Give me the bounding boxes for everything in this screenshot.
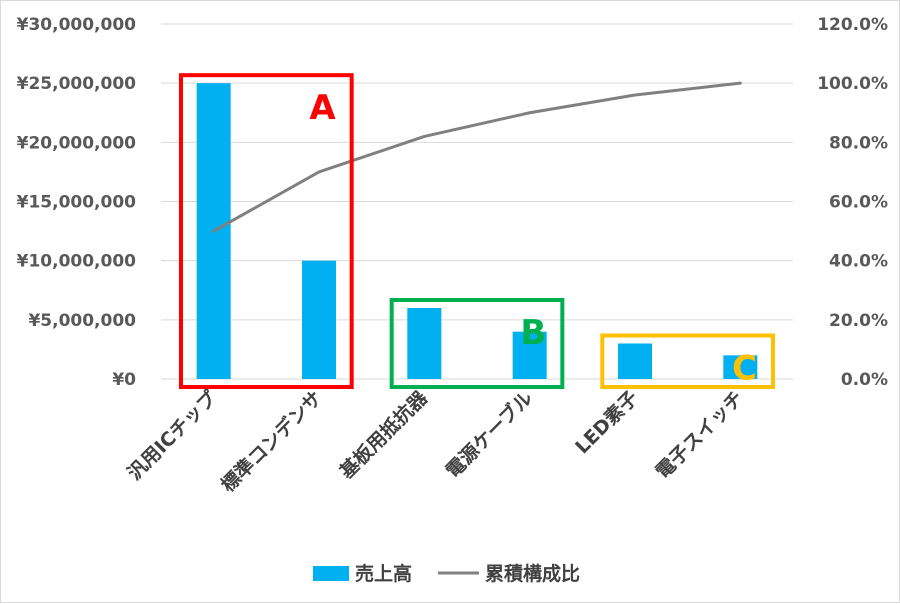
group-label: B bbox=[520, 313, 546, 353]
abc-group-boxes: A B C bbox=[179, 73, 775, 390]
line-series bbox=[212, 81, 742, 233]
right-axis-tick-label: 20.0% bbox=[829, 311, 888, 331]
bar bbox=[407, 308, 442, 379]
left-axis-tick-label: ¥20,000,000 bbox=[17, 133, 137, 153]
left-axis-tick-label: ¥30,000,000 bbox=[17, 15, 137, 35]
right-axis-tick-label: 120.0% bbox=[817, 15, 888, 35]
category-label: 基板用抵抗器 bbox=[334, 386, 432, 484]
category-label: 電子スイッチ bbox=[652, 387, 748, 483]
legend-bar-swatch bbox=[313, 566, 349, 581]
left-axis-ticks: ¥0 ¥5,000,000 ¥10,000,000 ¥15,000,000 ¥20,00… bbox=[17, 15, 137, 390]
right-axis-tick-label: 100.0% bbox=[817, 74, 888, 94]
bar bbox=[512, 331, 547, 379]
left-axis-tick-label: ¥15,000,000 bbox=[17, 193, 137, 213]
right-axis-tick-label: 40.0% bbox=[829, 252, 888, 272]
right-axis-ticks: 0.0% 20.0% 40.0% 60.0% 80.0% 100.0% 120.0% bbox=[817, 15, 888, 390]
cumulative-line bbox=[212, 81, 742, 233]
left-axis-tick-label: ¥0 bbox=[112, 370, 136, 390]
right-axis-tick-label: 0.0% bbox=[841, 370, 888, 390]
legend: 売上高 累積構成比 bbox=[313, 562, 580, 585]
left-axis-tick-label: ¥5,000,000 bbox=[28, 311, 136, 331]
legend-line-label: 累積構成比 bbox=[485, 562, 580, 585]
legend-bar-label: 売上高 bbox=[355, 562, 412, 585]
category-label: 電源ケーブル bbox=[441, 386, 537, 482]
group-box bbox=[389, 298, 565, 389]
group-label: A bbox=[309, 88, 336, 128]
left-axis-tick-label: ¥10,000,000 bbox=[17, 252, 137, 272]
right-axis-tick-label: 80.0% bbox=[829, 133, 888, 153]
category-label: LED素子 bbox=[571, 386, 643, 458]
gridlines bbox=[161, 23, 793, 380]
group-box bbox=[600, 333, 775, 389]
group-label: C bbox=[732, 349, 757, 389]
left-axis-tick-label: ¥25,000,000 bbox=[17, 74, 137, 94]
category-label: 汎用ICチップ bbox=[123, 386, 222, 485]
right-axis-tick-label: 60.0% bbox=[829, 193, 888, 213]
group-box bbox=[179, 73, 354, 390]
bar bbox=[618, 343, 652, 379]
bar-series bbox=[196, 83, 758, 380]
bar bbox=[723, 355, 758, 379]
bar bbox=[302, 260, 336, 379]
category-label: 標準コンデンサ bbox=[216, 386, 326, 496]
